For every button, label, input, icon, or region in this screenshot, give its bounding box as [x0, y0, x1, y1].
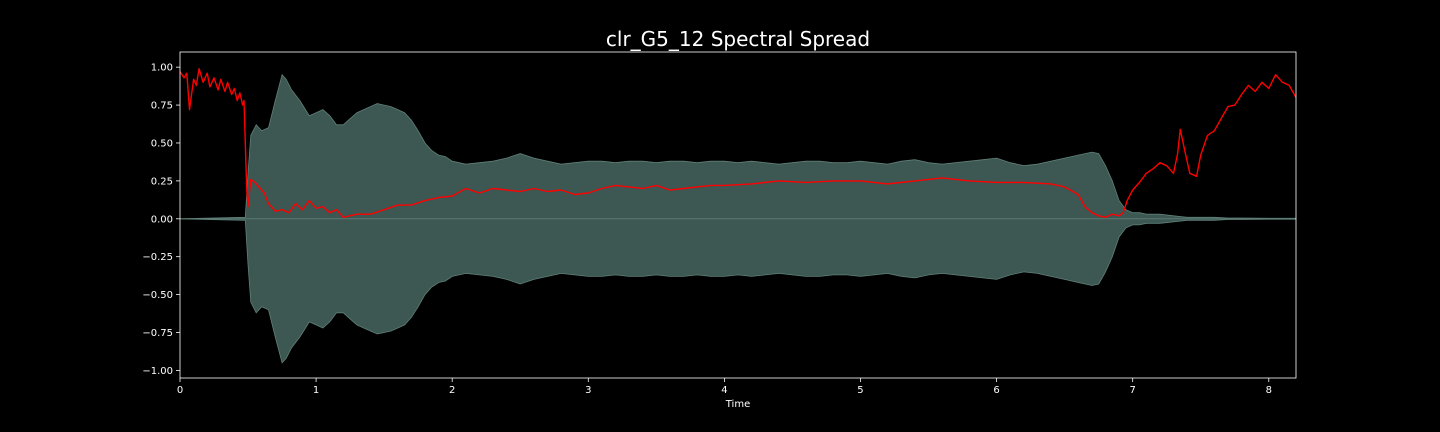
- x-tick-label: 7: [1129, 385, 1135, 396]
- y-tick-label: −0.50: [142, 290, 173, 301]
- x-tick-label: 8: [1266, 385, 1272, 396]
- y-tick-label: 1.00: [151, 63, 173, 74]
- x-tick-label: 1: [313, 385, 319, 396]
- x-tick-label: 5: [857, 385, 863, 396]
- x-tick-label: 6: [993, 385, 999, 396]
- x-tick-label: 0: [177, 385, 183, 396]
- y-tick-label: 0.25: [151, 176, 173, 187]
- y-tick-label: 0.75: [151, 101, 173, 112]
- x-tick-label: 4: [721, 385, 727, 396]
- x-tick-label: 3: [585, 385, 591, 396]
- y-tick-label: −0.25: [142, 252, 173, 263]
- x-tick-label: 2: [449, 385, 455, 396]
- y-tick-label: −0.75: [142, 328, 173, 339]
- x-axis-label: Time: [725, 399, 750, 410]
- y-tick-label: −1.00: [142, 366, 173, 377]
- chart-title: clr_G5_12 Spectral Spread: [606, 27, 870, 51]
- y-tick-label: 0.00: [151, 214, 173, 225]
- y-tick-label: 0.50: [151, 138, 173, 149]
